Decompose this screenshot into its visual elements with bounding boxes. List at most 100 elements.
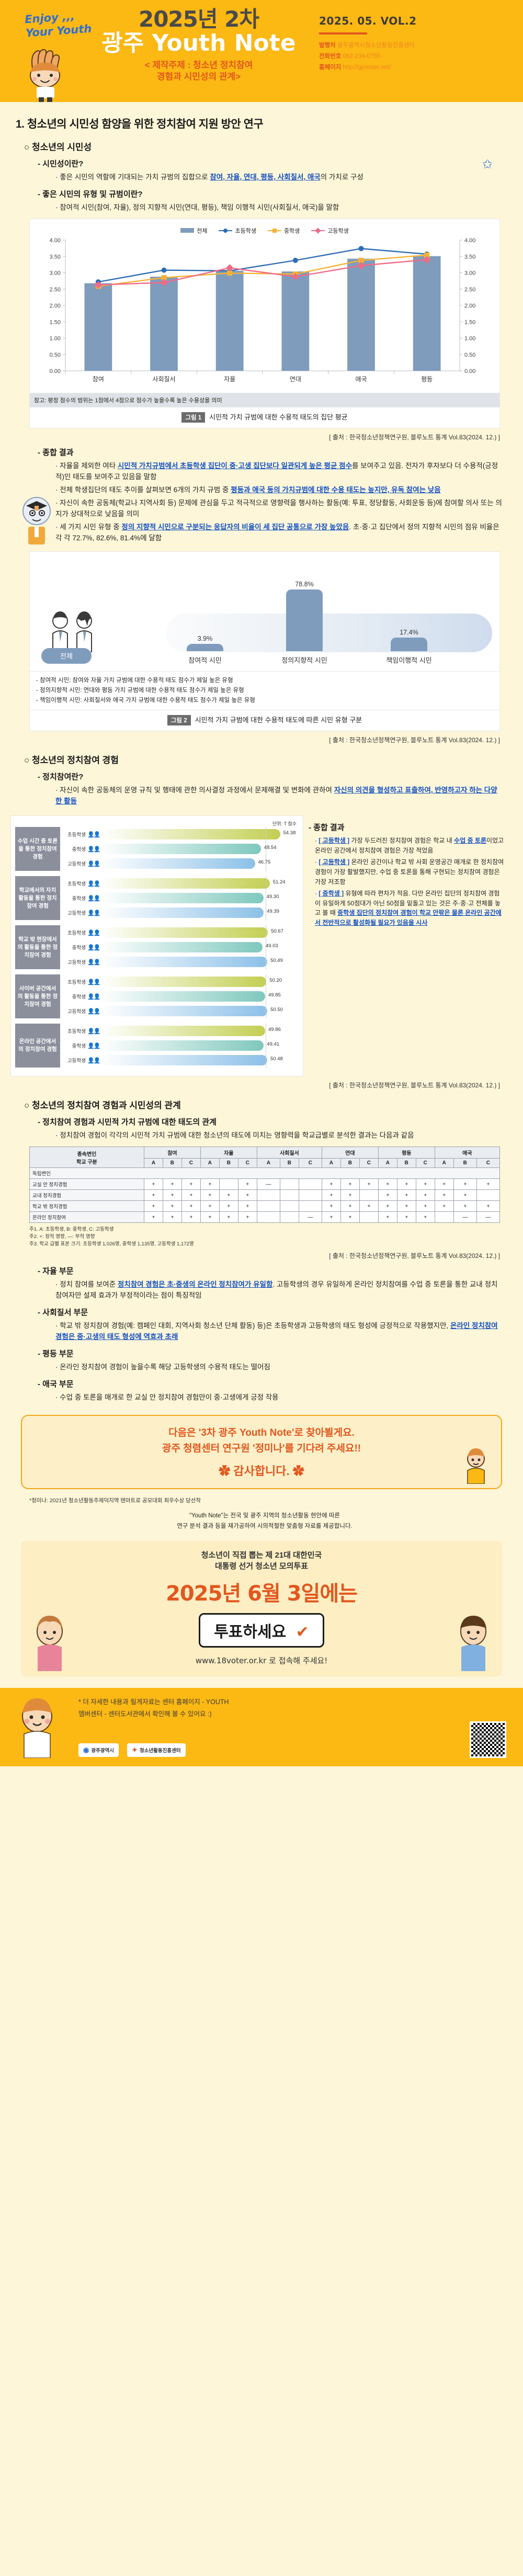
students-pair-icon: 👤👤	[87, 979, 100, 985]
figure-3-value-label: 49.03	[265, 943, 278, 949]
figure-3-chart: 단위: T 점수 수업 시간 중 토론을 통한 정치참여 경험 초등학생 👤👤 54.…	[10, 815, 303, 1077]
figure-3-value-label: 49.30	[266, 894, 279, 900]
figure-3-category-label: 학교에서의 자치활동을 통한 정치참여 경험	[15, 876, 60, 921]
qr-code-icon[interactable]	[470, 1721, 506, 1758]
figure-3-bar	[101, 829, 280, 840]
definition-question-citizenship: - 시민성이란?	[38, 160, 84, 168]
svg-text:3.00: 3.00	[50, 270, 61, 276]
svg-text:0.00: 0.00	[50, 368, 61, 375]
page-footer: * 더 자세한 내용과 릴게자료는 센터 홈페이지 - YOUTH 멤버센터 -…	[0, 1688, 523, 1767]
social-order-point: 학교 밖 정치참여 경험(예: 캠페인 대회, 지역사회 청소년 단체 활동) …	[55, 1321, 523, 1343]
footer-line-2: 멤버센터 - 센터도서관에서 확인해 볼 수 있어요 :)	[78, 1710, 212, 1718]
title-korean: 광주	[101, 30, 144, 56]
figure-3-rows: 초등학생 👤👤 51.24 중학생 👤👤 49.30 고등학생 👤👤 49.39	[60, 876, 299, 921]
table-cell: +	[219, 1200, 238, 1212]
two-students-icon	[52, 611, 92, 652]
autonomy-section-title: - 자율 부문	[38, 1267, 74, 1276]
legend-label-total: 전체	[197, 228, 208, 234]
table-cell: +	[162, 1178, 182, 1190]
legend-item-total: 전체	[180, 226, 207, 235]
figure-3-bar	[101, 927, 268, 938]
table-cell: +	[181, 1178, 201, 1190]
table-col-평등: 평등	[378, 1147, 435, 1159]
figure-3-value-label: 49.85	[268, 992, 281, 998]
table-cell	[279, 1189, 299, 1201]
page-body: 1. 청소년의 시민성 함양을 위한 정치참여 지원 방안 연구 ○ 청소년의 …	[0, 116, 523, 1767]
table-cell: +	[219, 1189, 238, 1201]
table-footnote: 주1. A: 초등학생, B: 중학생, C: 고등학생 주2. +: 정적 영…	[29, 1227, 194, 1247]
table-subcol-애국-C: C	[476, 1158, 501, 1168]
figure-2-caption-text: 시민적 가치 규범에 대한 수용적 태도에 따른 시민 유형 구분	[195, 716, 362, 724]
header-title-block: 2025년 2차 광주 Youth Note < 제작주제 : 청소년 정치참여…	[99, 8, 298, 83]
definition-question-political-participation: - 정치참여란?	[38, 773, 84, 782]
cheering-girl-icon	[37, 1616, 63, 1672]
figure-2-category-label: 정의지향적 시민	[281, 656, 327, 664]
figure-2-category-label: 참여적 시민	[188, 656, 222, 664]
students-pair-icon: 👤👤	[87, 880, 100, 887]
gwangju-city-logo: ◉ 광주광역시	[78, 1743, 119, 1757]
homepage-url[interactable]: http://gjcenter.net/	[343, 64, 391, 71]
svg-text:4.00: 4.00	[50, 237, 61, 244]
equality-section-title: - 평등 부문	[38, 1349, 74, 1358]
table-cell	[359, 1211, 379, 1223]
promo-line-1: 다음은 '3차 광주 Youth Note'로 찾아뵐게요.	[168, 1427, 355, 1438]
svg-text:0.00: 0.00	[464, 368, 475, 375]
figure-3-row: 고등학생 👤👤 50.48	[62, 1053, 299, 1068]
publisher-row: 발행처 광주광역시청소년활동진흥센터	[319, 41, 507, 49]
figure-2-value-label: 78.8%	[295, 580, 314, 588]
students-pair-icon: 👤👤	[87, 944, 100, 951]
subtitle-line-1: < 제작주제 : 청소년 정치참여	[144, 60, 253, 71]
s2-r3-highlight: 중학생 집단의 정치참여 경험이 학교 안팎은 물론 온라인 공간에서 전반적으…	[315, 909, 502, 926]
figure-3-track: 54.38	[101, 827, 299, 842]
figure-2-bar	[187, 643, 223, 651]
table-row: 교내 정치경험 + + + + + + + + + + + + +	[29, 1189, 501, 1201]
header-meta-block: 2025. 05. VOL.2 발행처 광주광역시청소년활동진흥센터 전화번호 …	[319, 15, 507, 74]
figure-3-bar	[101, 878, 270, 889]
table-cell: —	[453, 1211, 477, 1223]
promo-quote: "Youth Note"는 전국 및 광주 지역의 청소년활동 현안에 따른 연…	[29, 1511, 500, 1531]
table-cell: +	[200, 1189, 220, 1201]
table-cell: +	[181, 1200, 201, 1212]
table-subcol-연대-A: A	[321, 1158, 341, 1168]
legend-item-middle: 중학생	[267, 226, 300, 235]
social-order-a: 학교 밖 정치참여 경험(예: 캠페인 대회, 지역사회 청소년 단체 활동) …	[60, 1321, 451, 1330]
page-header: Enjoy ,,, Your Youth 2025년 2차 광주 Youth N…	[0, 0, 523, 102]
volume-label: 2025. 05. VOL.2	[319, 15, 417, 27]
phone-value: 062-234-0755	[343, 53, 381, 60]
figure-2-source: [ 출처 : 한국청소년정책연구원, 블루노트 통계 Vol.83(2024. …	[329, 736, 500, 744]
figure-1-plot-area: 0.00 0.00 0.50 0.50 1.00 1.00 1.50 1.50 2.00 2.00…	[35, 236, 494, 393]
figure-3-bar	[101, 858, 255, 869]
table-row: 학교 밖 정치경험 + + + + + + + + + + + + + + +	[29, 1200, 501, 1212]
equality-point: 온라인 정치참여 경험이 높을수록 해당 고등학생의 수용적 태도는 떨어짐	[55, 1362, 523, 1373]
table-cell: +	[396, 1189, 416, 1201]
table-cell: +	[340, 1189, 360, 1201]
figure-3-value-label: 50.20	[269, 978, 282, 984]
figure-3-value-label: 49.41	[267, 1041, 280, 1048]
figure-3-bar	[101, 893, 264, 904]
vote-button[interactable]: 투표하세요 ✔	[199, 1613, 324, 1648]
summary-point-3: 자신이 속한 공동체(학교나 지역사회 등) 문제에 관심을 두고 적극적으로 …	[55, 498, 523, 520]
table-cell: +	[415, 1211, 435, 1223]
s2-r3-label: [ 중학생 ]	[319, 890, 344, 898]
figure-3-bar	[101, 942, 263, 953]
s2-r1-text: 가장 두드러진 정치참여 경험은 학교 내	[351, 837, 454, 845]
youth-center-logo-label: 청소년활동진흥센터	[139, 1748, 181, 1754]
s2-result-1: [ 고등학생 ] 가장 두드러진 정치참여 경험은 학교 내 수업 중 토론이었…	[315, 836, 505, 855]
table-cell: +	[396, 1178, 416, 1190]
table-row-label: 교실 안 정치경험	[29, 1178, 144, 1190]
students-pair-icon: 👤👤	[87, 1028, 100, 1035]
homepage-row[interactable]: 홈페이지 http://gjcenter.net/	[319, 63, 507, 71]
table-row: 온라인 정치참여 + + + + + + — + + + + + — —	[29, 1211, 501, 1223]
section-1-summary-title: - 종합 결과	[38, 448, 74, 458]
figure-3-value-label: 51.24	[272, 879, 286, 886]
figure-2-value-label: 3.9%	[197, 634, 213, 642]
figure-3-track: 50.49	[101, 955, 299, 970]
figure-3-row-name: 초등학생	[67, 832, 86, 838]
vote-site-url[interactable]: www.18voter.or.kr 로 접속해 주세요!	[195, 1656, 328, 1666]
figure-1-chart: 전체 초등학생 중학생 고등학생 0.00 0.00 0.50 0.50 1.00 1.0…	[29, 218, 500, 393]
table-cell: +	[162, 1189, 182, 1201]
figure-3-value-label: 50.50	[270, 1007, 283, 1013]
table-cell: +	[162, 1211, 182, 1223]
issue-year: 2025년 2차	[138, 6, 259, 32]
figure-3-row-name: 고등학생	[67, 861, 86, 868]
